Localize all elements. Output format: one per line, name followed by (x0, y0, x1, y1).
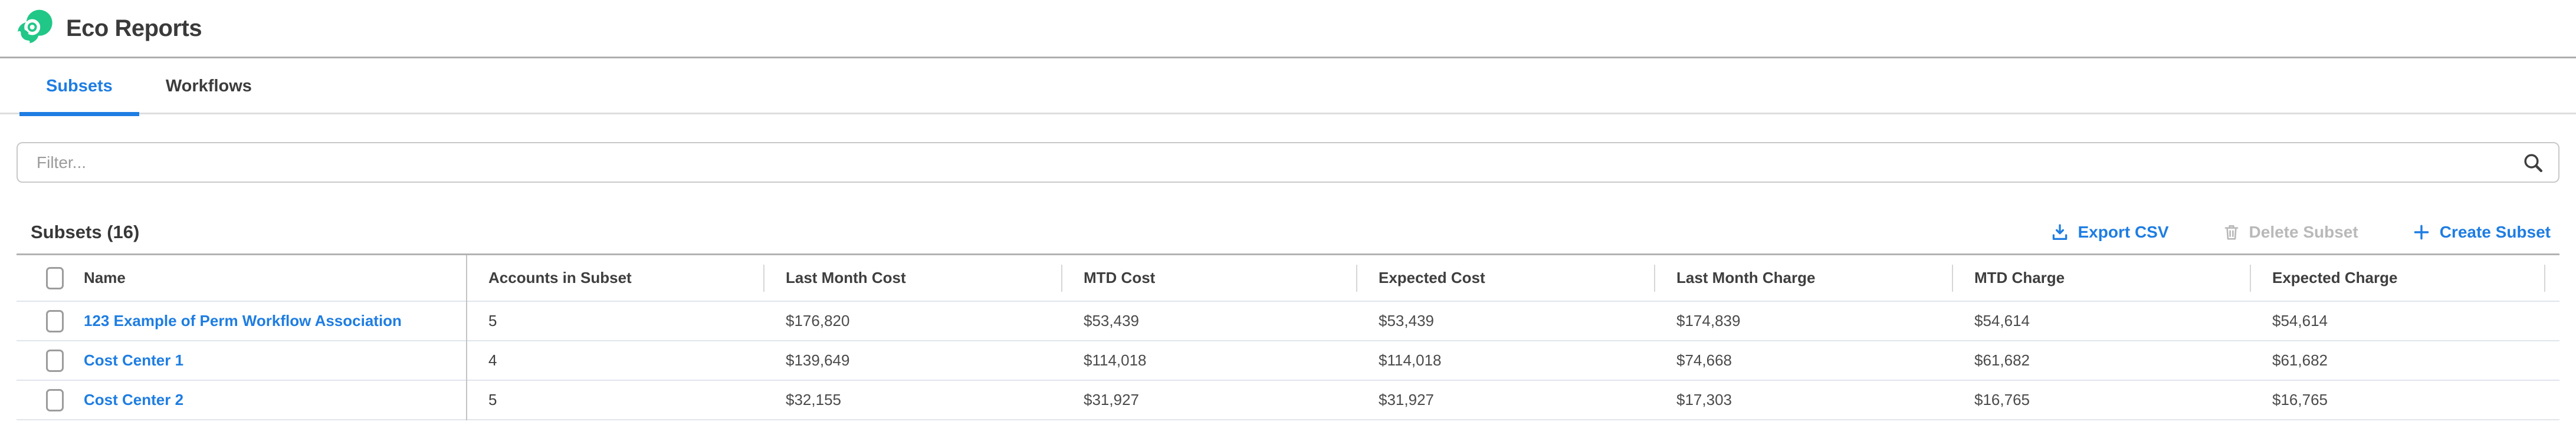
row-checkbox[interactable] (46, 309, 64, 332)
row-checkbox[interactable] (46, 349, 64, 372)
column-header-expected-charge: Expected Charge (2250, 255, 2559, 301)
cell-expected-cost: $114,018 (1379, 351, 1442, 369)
search-icon[interactable] (2521, 150, 2545, 175)
plus-icon (2411, 222, 2431, 242)
name-column-divider (466, 255, 467, 420)
cell-last-month-charge: $74,668 (1676, 351, 1732, 369)
column-header-mtd-cost: MTD Cost (1061, 255, 1356, 301)
filter-bar (17, 142, 2559, 183)
cell-expected-charge: $16,765 (2272, 391, 2328, 408)
section-title: Subsets (16) (31, 221, 140, 242)
section-header: Subsets (16) Export CSV Delete Subset (31, 210, 2551, 253)
cell-accounts-in-subset: 5 (488, 391, 497, 408)
page-title: Eco Reports (66, 15, 202, 41)
cell-expected-cost: $31,927 (1379, 391, 1434, 408)
column-header-expected-cost: Expected Cost (1356, 255, 1654, 301)
trash-icon (2222, 223, 2241, 242)
tab-workflows[interactable]: Workflows (165, 77, 252, 95)
subset-name-link[interactable]: Cost Center 1 (84, 351, 184, 369)
column-header-last-month-cost: Last Month Cost (763, 255, 1061, 301)
name-cell: Cost Center 1 (17, 349, 466, 372)
app-logo-icon (17, 9, 54, 47)
app-header: Eco Reports (0, 0, 2576, 58)
subsets-table: Name Accounts in Subset Last Month Cost … (17, 253, 2559, 420)
row-checkbox[interactable] (46, 388, 64, 411)
column-header-mtd-charge: MTD Charge (1952, 255, 2250, 301)
cell-expected-cost: $53,439 (1379, 312, 1434, 330)
subset-name-link[interactable]: 123 Example of Perm Workflow Association (84, 312, 402, 330)
cell-last-month-cost: $32,155 (786, 391, 841, 408)
cell-mtd-charge: $61,682 (1974, 351, 2030, 369)
tab-bar: Subsets Workflows (0, 58, 2576, 116)
column-header-name-cell: Name (17, 255, 466, 301)
cell-mtd-cost: $53,439 (1084, 312, 1139, 330)
tab-subsets[interactable]: Subsets (19, 58, 139, 116)
cell-mtd-cost: $31,927 (1084, 391, 1139, 408)
cell-mtd-cost: $114,018 (1084, 351, 1147, 369)
cell-last-month-charge: $174,839 (1676, 312, 1741, 330)
select-all-checkbox[interactable] (46, 266, 64, 289)
name-cell: Cost Center 2 (17, 388, 466, 411)
cell-mtd-charge: $54,614 (1974, 312, 2030, 330)
delete-subset-label: Delete Subset (2249, 222, 2358, 241)
column-header-accounts-in-subset: Accounts in Subset (488, 269, 632, 286)
cell-last-month-cost: $176,820 (786, 312, 850, 330)
table-row: 123 Example of Perm Workflow Association… (17, 302, 2559, 341)
create-subset-button[interactable]: Create Subset (2411, 222, 2551, 242)
subset-name-link[interactable]: Cost Center 2 (84, 391, 184, 408)
table-row: Cost Center 2 5 $32,155 $31,927 $31,927 … (17, 381, 2559, 420)
export-csv-label: Export CSV (2078, 222, 2169, 241)
cell-last-month-charge: $17,303 (1676, 391, 1732, 408)
cell-accounts-in-subset: 5 (488, 312, 497, 330)
export-csv-button[interactable]: Export CSV (2050, 222, 2169, 242)
cell-accounts-in-subset: 4 (488, 351, 497, 369)
create-subset-label: Create Subset (2439, 222, 2551, 241)
download-icon (2050, 222, 2070, 242)
table-row: Cost Center 1 4 $139,649 $114,018 $114,0… (17, 341, 2559, 381)
column-header-last-month-charge: Last Month Charge (1654, 255, 1952, 301)
filter-input[interactable] (17, 142, 2559, 183)
column-header-name: Name (84, 269, 126, 286)
table-header-row: Name Accounts in Subset Last Month Cost … (17, 255, 2559, 302)
table-actions: Export CSV Delete Subset Create Subset (2050, 222, 2551, 242)
delete-subset-button[interactable]: Delete Subset (2222, 223, 2358, 242)
cell-last-month-cost: $139,649 (786, 351, 850, 369)
name-cell: 123 Example of Perm Workflow Association (17, 309, 466, 332)
cell-mtd-charge: $16,765 (1974, 391, 2030, 408)
cell-expected-charge: $61,682 (2272, 351, 2328, 369)
cell-expected-charge: $54,614 (2272, 312, 2328, 330)
